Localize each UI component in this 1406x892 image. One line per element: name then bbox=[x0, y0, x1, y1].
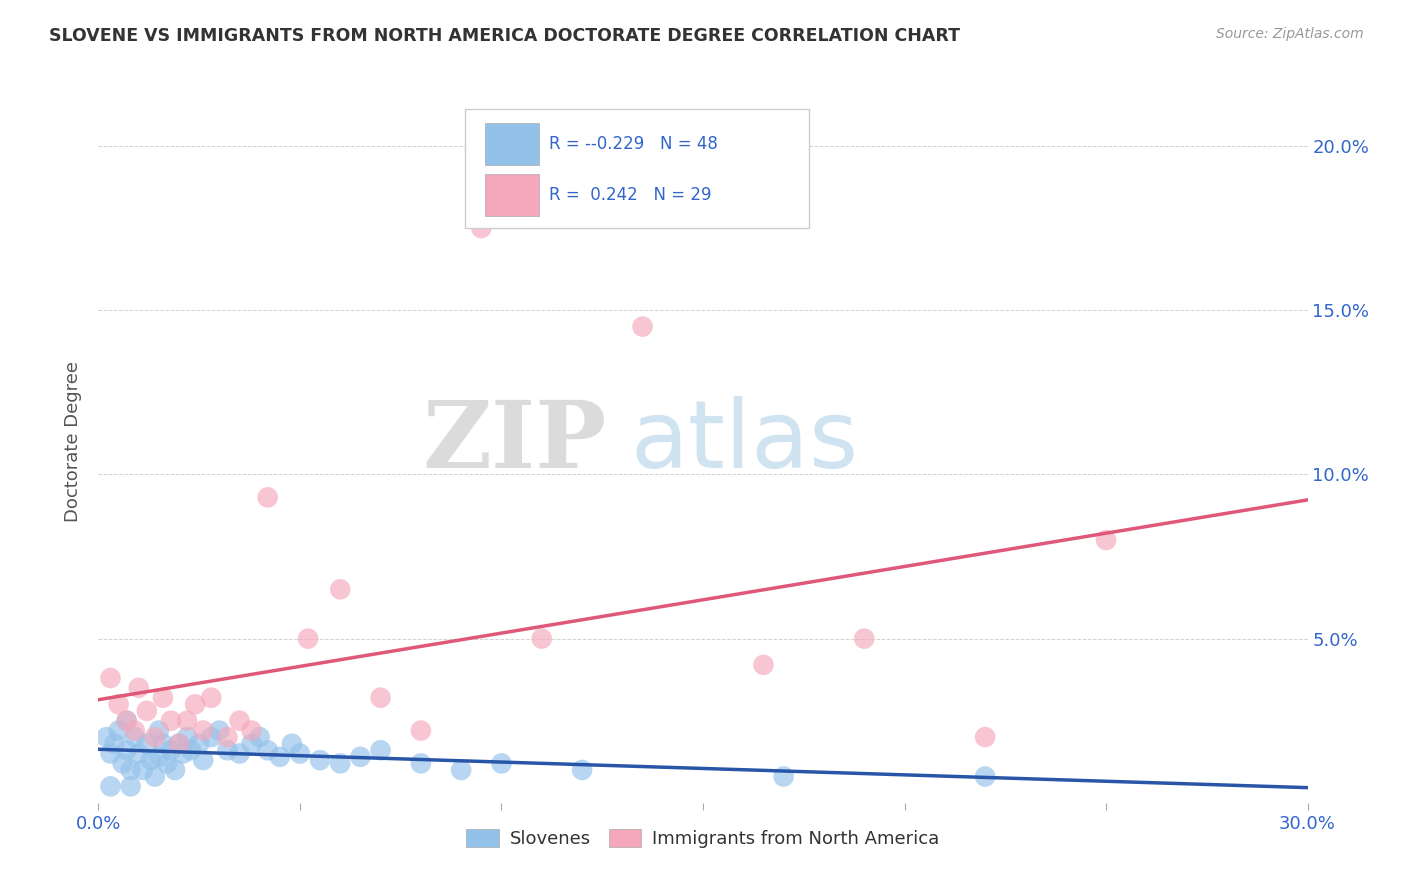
Point bbox=[107, 698, 129, 712]
Point bbox=[409, 723, 432, 738]
Point bbox=[240, 737, 263, 751]
Text: Source: ZipAtlas.com: Source: ZipAtlas.com bbox=[1216, 27, 1364, 41]
Point bbox=[124, 730, 146, 744]
Point bbox=[132, 763, 155, 777]
Point bbox=[184, 698, 207, 712]
Point bbox=[256, 743, 278, 757]
Text: R =  0.242   N = 29: R = 0.242 N = 29 bbox=[550, 186, 711, 203]
Point bbox=[974, 770, 997, 784]
Point bbox=[120, 780, 142, 794]
Point bbox=[188, 737, 211, 751]
FancyBboxPatch shape bbox=[465, 109, 810, 228]
Point bbox=[974, 730, 997, 744]
Point bbox=[240, 723, 263, 738]
Point bbox=[163, 763, 186, 777]
Point bbox=[200, 730, 222, 744]
Point bbox=[193, 723, 215, 738]
Point bbox=[349, 749, 371, 764]
Point bbox=[143, 730, 166, 744]
Point bbox=[370, 690, 392, 705]
Point bbox=[752, 657, 775, 672]
Point bbox=[772, 770, 794, 784]
Point bbox=[156, 756, 179, 771]
Point bbox=[100, 671, 122, 685]
Point bbox=[176, 730, 198, 744]
Point bbox=[160, 743, 183, 757]
Point bbox=[281, 737, 304, 751]
Y-axis label: Doctorate Degree: Doctorate Degree bbox=[65, 361, 83, 522]
Point bbox=[409, 756, 432, 771]
Point bbox=[370, 743, 392, 757]
Point bbox=[329, 756, 352, 771]
Point bbox=[103, 737, 125, 751]
Point bbox=[128, 747, 150, 761]
Point bbox=[128, 681, 150, 695]
Point bbox=[160, 714, 183, 728]
Point bbox=[152, 690, 174, 705]
Point bbox=[167, 737, 190, 751]
Point bbox=[100, 747, 122, 761]
Point bbox=[115, 714, 138, 728]
Text: atlas: atlas bbox=[630, 395, 859, 488]
Point bbox=[152, 737, 174, 751]
Point bbox=[148, 749, 170, 764]
Point bbox=[329, 582, 352, 597]
Point bbox=[228, 747, 250, 761]
Point bbox=[135, 704, 157, 718]
Point bbox=[309, 753, 332, 767]
Point bbox=[1095, 533, 1118, 547]
Point bbox=[288, 747, 311, 761]
Text: ZIP: ZIP bbox=[422, 397, 606, 486]
Point bbox=[135, 737, 157, 751]
Point bbox=[115, 714, 138, 728]
Point bbox=[217, 730, 239, 744]
Point bbox=[217, 743, 239, 757]
Legend: Slovenes, Immigrants from North America: Slovenes, Immigrants from North America bbox=[460, 822, 946, 855]
Point bbox=[193, 753, 215, 767]
Point bbox=[111, 756, 134, 771]
Point bbox=[124, 723, 146, 738]
Point bbox=[571, 763, 593, 777]
Point bbox=[249, 730, 271, 744]
Point bbox=[139, 753, 162, 767]
Point bbox=[450, 763, 472, 777]
Point bbox=[96, 730, 118, 744]
Point bbox=[200, 690, 222, 705]
Point bbox=[120, 763, 142, 777]
Point bbox=[853, 632, 876, 646]
FancyBboxPatch shape bbox=[485, 174, 538, 216]
Point bbox=[228, 714, 250, 728]
Point bbox=[100, 780, 122, 794]
Point bbox=[180, 743, 202, 757]
Text: SLOVENE VS IMMIGRANTS FROM NORTH AMERICA DOCTORATE DEGREE CORRELATION CHART: SLOVENE VS IMMIGRANTS FROM NORTH AMERICA… bbox=[49, 27, 960, 45]
Point bbox=[491, 756, 513, 771]
Point bbox=[143, 770, 166, 784]
Point bbox=[107, 723, 129, 738]
Point bbox=[176, 714, 198, 728]
Point bbox=[256, 491, 278, 505]
Text: R = --0.229   N = 48: R = --0.229 N = 48 bbox=[550, 136, 718, 153]
Point bbox=[297, 632, 319, 646]
Point bbox=[172, 747, 194, 761]
Point bbox=[148, 723, 170, 738]
Point bbox=[530, 632, 553, 646]
Point bbox=[115, 743, 138, 757]
Point bbox=[269, 749, 291, 764]
FancyBboxPatch shape bbox=[485, 123, 538, 165]
Point bbox=[167, 737, 190, 751]
Point bbox=[470, 221, 492, 235]
Point bbox=[631, 319, 654, 334]
Point bbox=[208, 723, 231, 738]
